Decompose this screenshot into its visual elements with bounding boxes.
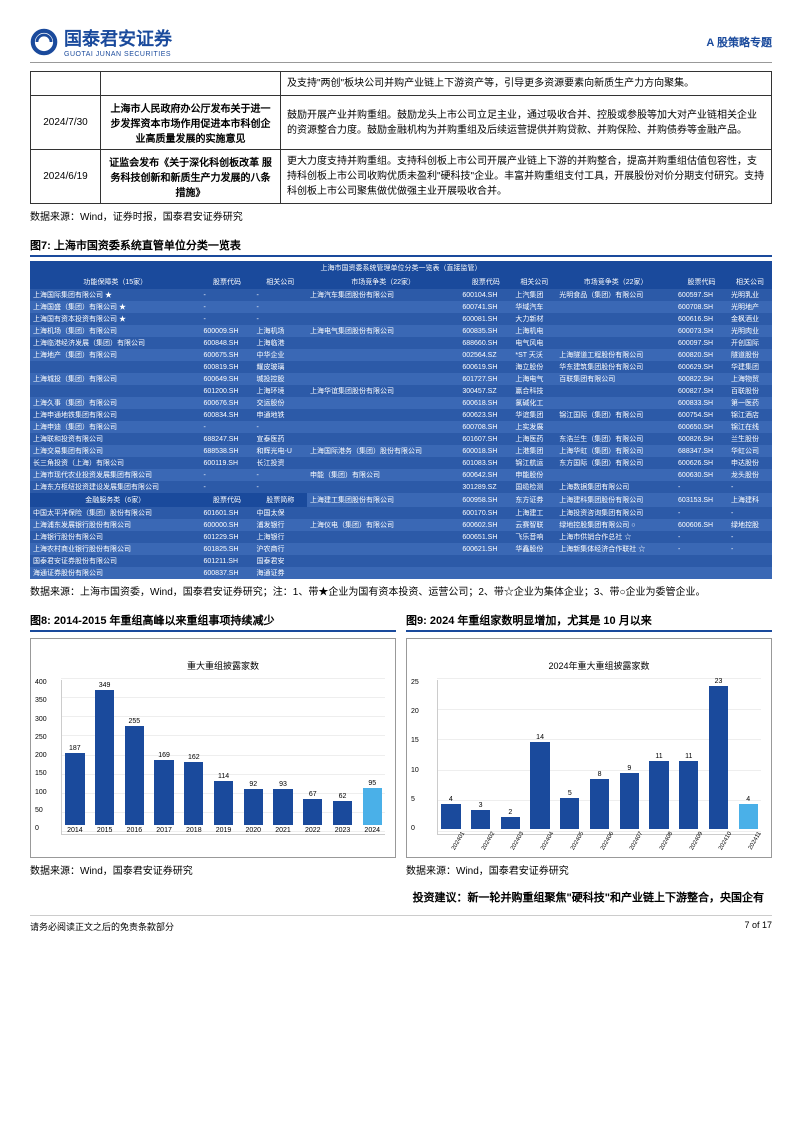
policy-content: 鼓励开展产业并购重组。鼓励龙头上市公司立足主业，通过吸收合并、控股或参股等加大对… [281, 96, 772, 150]
fig7-col-header: 相关公司 [728, 275, 772, 289]
fig9-title: 图9: 2024 年重组家数明显增加，尤其是 10 月以来 [406, 612, 772, 632]
policy-title [101, 72, 281, 96]
policy-date: 2024/6/19 [31, 150, 101, 204]
policy-title: 证监会发布《关于深化科创板改革 服务科技创新和新质生产力发展的八条措施》 [101, 150, 281, 204]
policy-source: 数据来源：Wind，证券时报，国泰君安证券研究 [30, 208, 772, 223]
policy-date: 2024/7/30 [31, 96, 101, 150]
fig7-col-header: 市场竞争类（22家） [307, 275, 459, 289]
logo-subtitle: GUOTAI JUNAN SECURITIES [64, 51, 172, 58]
fig7-table: 上海市国资委系统管理单位分类一览表（直接监管） 功能保障类（15家）股票代码相关… [30, 261, 772, 579]
page-footer: 请务必阅读正文之后的免责条款部分 7 of 17 [30, 915, 772, 933]
policy-title: 上海市人民政府办公厅发布关于进一步发挥资本市场作用促进本市科创企业高质量发展的实… [101, 96, 281, 150]
policy-table: 及支持"两创"板块公司并购产业链上下游资产等，引导更多资源要素向新质生产力方向聚… [30, 71, 772, 204]
footer-left: 请务必阅读正文之后的免责条款部分 [30, 920, 174, 933]
fig7-title: 图7: 上海市国资委系统直管单位分类一览表 [30, 237, 772, 257]
fig8-box: 图8: 2014-2015 年重组高峰以来重组事项持续减少 重大重组披露家数05… [30, 612, 396, 877]
logo: 国泰君安证券 GUOTAI JUNAN SECURITIES [30, 25, 172, 58]
fig8-source: 数据来源：Wind，国泰君安证券研究 [30, 862, 396, 877]
fig8-chart: 重大重组披露家数05010015020025030035040018720143… [30, 638, 396, 858]
logo-text: 国泰君安证券 [64, 25, 172, 51]
logo-icon [30, 28, 58, 56]
page-header: 国泰君安证券 GUOTAI JUNAN SECURITIES A 股策略专题 [30, 25, 772, 63]
fig7-col-header: 股票代码 [459, 275, 512, 289]
fig7-source: 数据来源：上海市国资委，Wind，国泰君安证券研究；注：1、带★企业为国有资本投… [30, 583, 772, 598]
fig9-box: 图9: 2024 年重组家数明显增加，尤其是 10 月以来 2024年重大重组披… [406, 612, 772, 877]
fig9-chart: 2024年重大重组披露家数051015202542024013202402220… [406, 638, 772, 858]
header-topic: A 股策略专题 [706, 34, 772, 50]
fig7-col-header: 相关公司 [512, 275, 556, 289]
fig7-col-header: 功能保障类（15家） [30, 275, 201, 289]
investment-advice: 投资建议：新一轮并购重组聚焦"硬科技"和产业链上下游整合，央国企有 [30, 889, 772, 905]
fig8-title: 图8: 2014-2015 年重组高峰以来重组事项持续减少 [30, 612, 396, 632]
fig7-col-header: 股票代码 [675, 275, 728, 289]
fig7-header: 上海市国资委系统管理单位分类一览表（直接监管） [30, 261, 772, 275]
fig7-col-header: 相关公司 [254, 275, 307, 289]
fig7-col-header: 市场竞争类（22家） [556, 275, 675, 289]
fig9-source: 数据来源：Wind，国泰君安证券研究 [406, 862, 772, 877]
fig7-col-header: 股票代码 [201, 275, 254, 289]
footer-right: 7 of 17 [744, 920, 772, 933]
policy-content: 及支持"两创"板块公司并购产业链上下游资产等，引导更多资源要素向新质生产力方向聚… [281, 72, 772, 96]
policy-content: 更大力度支持并购重组。支持科创板上市公司开展产业链上下游的并购整合，提高并购重组… [281, 150, 772, 204]
policy-date [31, 72, 101, 96]
